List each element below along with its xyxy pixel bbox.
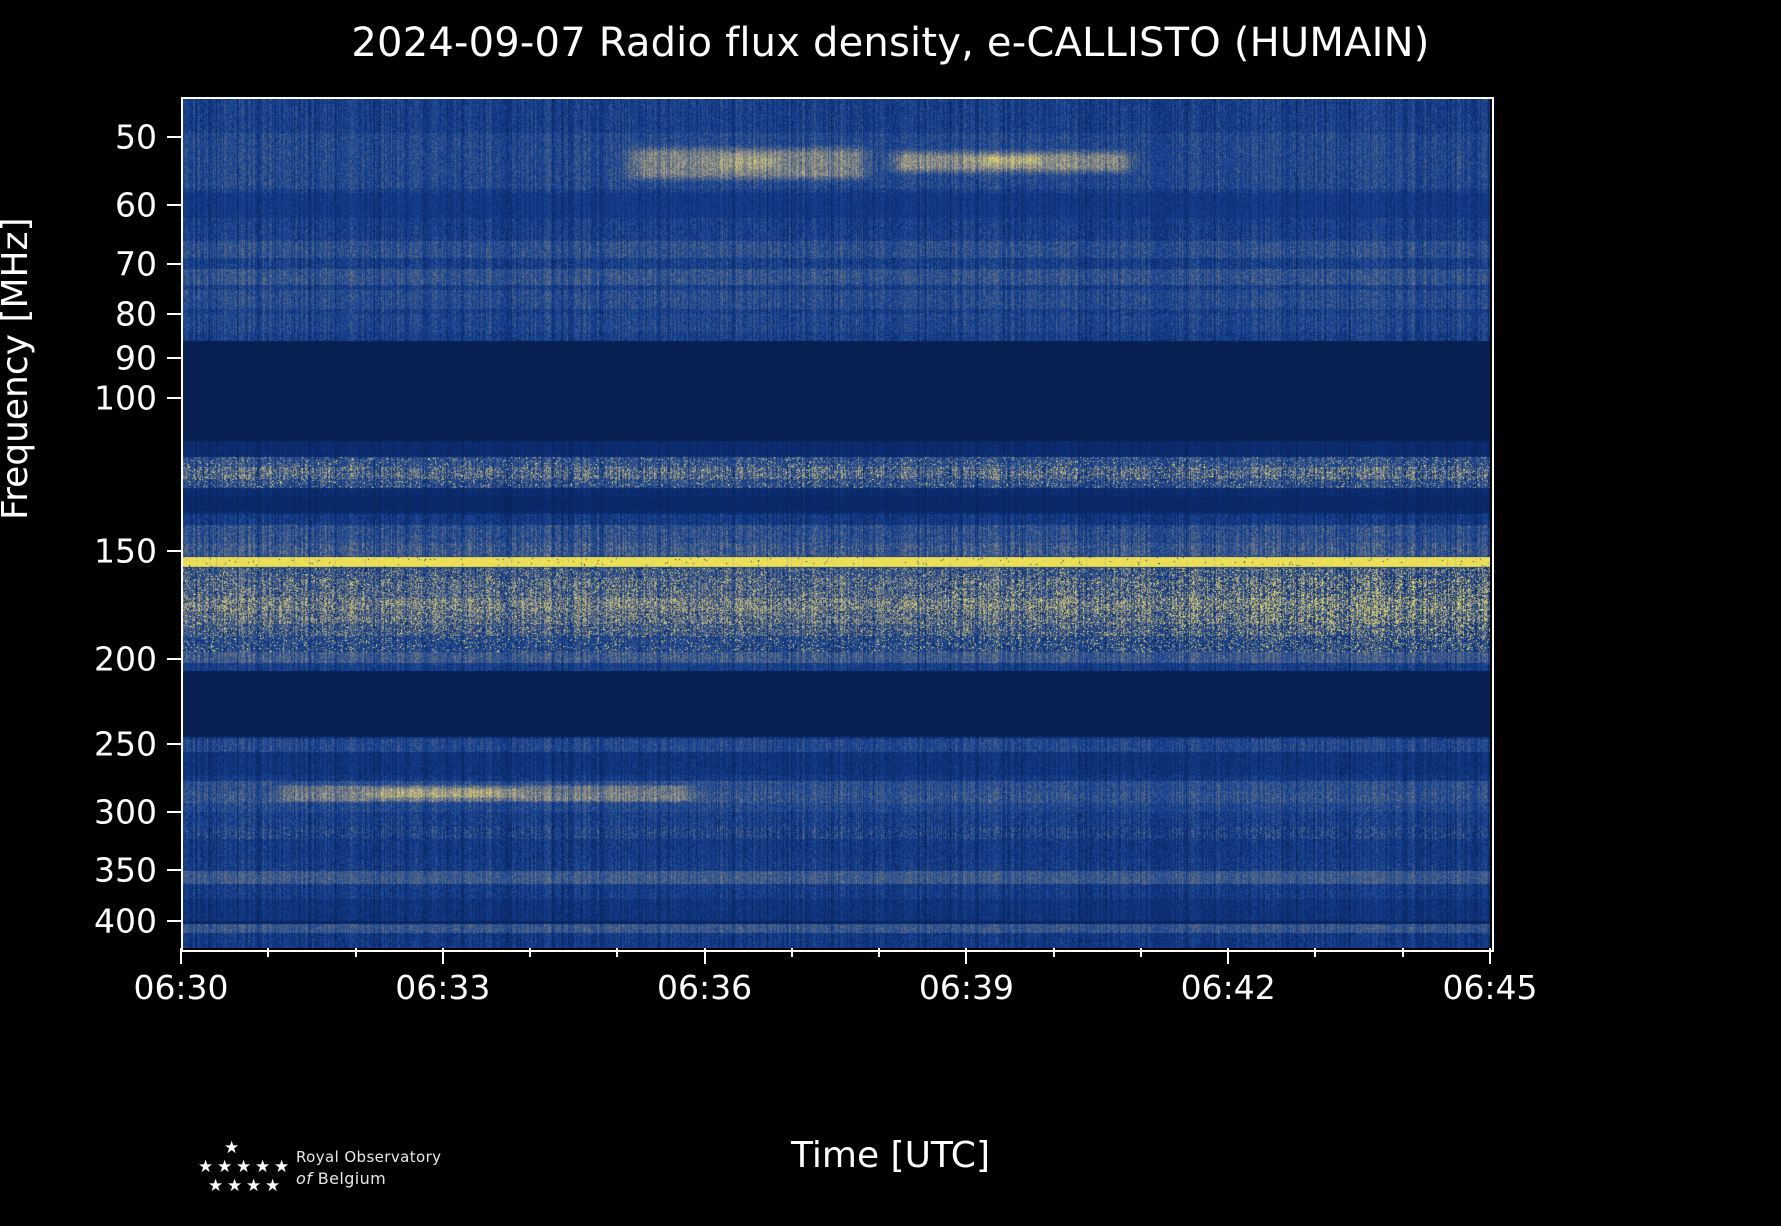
x-tick-mark-minor (790, 948, 793, 957)
y-tick-label-80: 80 (115, 294, 157, 334)
x-tick-mark-major (703, 948, 706, 964)
star-icon: ★ (217, 1157, 233, 1177)
y-tick-label-60: 60 (115, 185, 157, 225)
y-tick-mark (167, 549, 181, 552)
x-tick-mark-minor (616, 948, 619, 957)
y-tick-label-70: 70 (115, 244, 157, 284)
y-tick-label-400: 400 (94, 901, 157, 941)
x-tick-mark-major (180, 948, 182, 964)
y-tick-label-90: 90 (115, 338, 157, 378)
x-tick-label-06-39: 06:39 (918, 968, 1014, 1007)
y-tick-label-50: 50 (115, 117, 157, 157)
chart-title: 2024-09-07 Radio flux density, e-CALLIST… (351, 20, 1430, 66)
x-axis-label: Time [UTC] (790, 1135, 990, 1176)
royal-observatory-logo: ★ ★ ★ ★ ★ ★ ★ ★ ★ ★ Royal Observatory of Belgium (178, 1140, 478, 1210)
star-icon: ★ (236, 1157, 252, 1177)
x-tick-mark-minor (529, 948, 532, 957)
y-tick-label-250: 250 (94, 724, 157, 764)
y-tick-mark (167, 869, 181, 872)
y-tick-mark (167, 262, 181, 265)
x-tick-mark-major (1489, 948, 1491, 964)
x-tick-label-06-42: 06:42 (1180, 968, 1276, 1007)
y-tick-mark (167, 135, 181, 138)
x-tick-mark-minor (1401, 948, 1404, 957)
y-tick-label-100: 100 (94, 378, 157, 418)
star-icon: ★ (224, 1138, 240, 1158)
star-icon: ★ (246, 1176, 262, 1196)
star-icon: ★ (274, 1157, 290, 1177)
y-tick-mark (167, 312, 181, 315)
x-tick-mark-major (1227, 948, 1230, 964)
x-tick-mark-minor (267, 948, 270, 957)
logo-text: Royal Observatory of Belgium (296, 1148, 441, 1188)
x-tick-mark-minor (1139, 948, 1142, 957)
x-tick-mark-minor (1052, 948, 1055, 957)
logo-line-1: Royal Observatory (296, 1148, 442, 1166)
stars-icon: ★ ★ ★ ★ ★ ★ ★ ★ ★ ★ (178, 1138, 290, 1200)
logo-of: of (296, 1169, 313, 1188)
y-tick-mark (167, 204, 181, 207)
y-tick-mark (167, 742, 181, 745)
x-tick-label-06-33: 06:33 (395, 968, 491, 1007)
y-tick-mark (167, 658, 181, 661)
x-tick-label-06-30: 06:30 (133, 968, 229, 1007)
x-tick-mark-minor (354, 948, 357, 957)
x-tick-label-06-36: 06:36 (657, 968, 753, 1007)
star-icon: ★ (265, 1176, 281, 1196)
logo-line-2: of Belgium (296, 1169, 441, 1188)
spectrogram-plot-area[interactable] (181, 97, 1490, 948)
y-tick-label-300: 300 (94, 792, 157, 832)
x-tick-mark-major (441, 948, 444, 964)
spectrogram-image (181, 97, 1490, 948)
y-tick-label-200: 200 (94, 639, 157, 679)
y-tick-label-150: 150 (94, 531, 157, 571)
y-tick-label-350: 350 (94, 850, 157, 890)
star-icon: ★ (227, 1176, 243, 1196)
star-icon: ★ (208, 1176, 224, 1196)
y-tick-mark (167, 811, 181, 814)
x-tick-mark-minor (878, 948, 881, 957)
x-tick-mark-major (965, 948, 968, 964)
y-tick-mark (167, 397, 181, 400)
logo-belgium: Belgium (317, 1169, 387, 1188)
y-tick-mark (167, 919, 181, 922)
star-icon: ★ (255, 1157, 271, 1177)
x-tick-mark-minor (1314, 948, 1317, 957)
y-tick-mark (167, 357, 181, 360)
y-axis-label: Frequency [MHz] (0, 217, 36, 520)
star-icon: ★ (198, 1157, 214, 1177)
x-tick-label-06-45: 06:45 (1442, 968, 1538, 1007)
